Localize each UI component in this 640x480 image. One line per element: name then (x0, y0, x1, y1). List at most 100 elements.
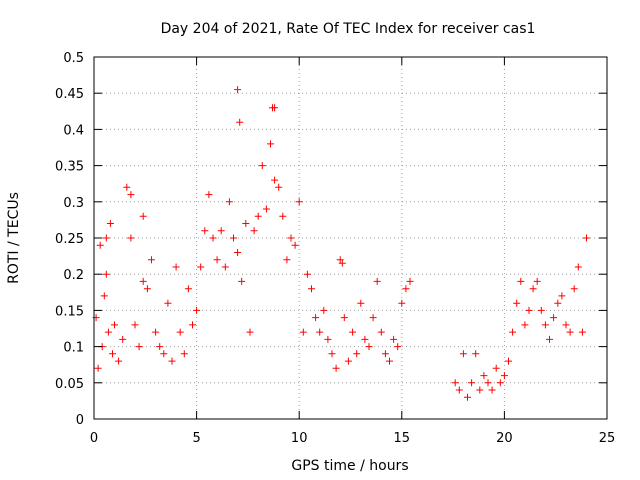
data-point (480, 372, 488, 380)
data-point (320, 306, 328, 314)
data-point (381, 350, 389, 358)
y-axis-title: ROTI / TECUs (6, 192, 22, 284)
y-tick-label: 0.35 (55, 160, 84, 175)
data-point (496, 379, 504, 387)
data-point (271, 104, 279, 112)
data-point (94, 364, 102, 372)
data-point (361, 335, 369, 343)
data-point (258, 162, 266, 170)
data-point (546, 335, 553, 343)
grid-lines (94, 57, 607, 419)
data-point (570, 285, 578, 293)
y-tick-label: 0.3 (63, 196, 84, 211)
y-tick-label: 0.45 (55, 87, 84, 102)
data-point (275, 183, 283, 191)
data-point (558, 292, 566, 300)
data-point (283, 256, 291, 264)
data-point (254, 212, 262, 220)
data-point (127, 191, 135, 199)
data-point (176, 328, 184, 336)
data-point (353, 350, 361, 358)
y-tick-label: 0.25 (55, 232, 84, 247)
data-point (488, 386, 496, 394)
data-point (377, 328, 385, 336)
data-point (373, 277, 381, 285)
data-point (451, 379, 459, 387)
data-point (398, 299, 406, 307)
data-point (492, 364, 500, 372)
data-point (500, 372, 508, 380)
data-point (143, 285, 151, 293)
data-point (349, 328, 357, 336)
data-point (109, 350, 116, 358)
data-point (238, 277, 246, 285)
data-point (357, 299, 365, 307)
data-point (242, 220, 250, 227)
x-tick-label: 15 (394, 431, 411, 446)
data-point (336, 256, 344, 264)
data-point (111, 321, 118, 329)
data-point (271, 176, 279, 184)
data-point (386, 357, 393, 365)
data-point (562, 321, 570, 329)
data-point (209, 234, 217, 242)
data-point (509, 328, 517, 336)
data-point (115, 357, 123, 365)
data-point (308, 285, 315, 293)
y-tick-label: 0.15 (55, 304, 84, 319)
data-point (106, 220, 114, 227)
data-point (279, 212, 287, 220)
data-point (554, 299, 562, 307)
data-point (476, 386, 484, 394)
data-points (92, 86, 590, 401)
data-point (168, 357, 176, 365)
y-tick-label: 0 (76, 413, 84, 428)
data-point (537, 306, 545, 314)
data-point (262, 205, 270, 213)
data-point (205, 191, 213, 199)
data-point (303, 270, 311, 278)
data-point (234, 86, 242, 94)
data-point (338, 259, 346, 267)
data-point (525, 306, 533, 314)
data-point (521, 321, 529, 329)
data-point (217, 227, 225, 235)
chart-title: Day 204 of 2021, Rate Of TEC Index for r… (161, 21, 536, 37)
data-point (402, 285, 410, 293)
data-point (230, 234, 237, 242)
data-point (340, 314, 348, 322)
x-tick-label: 0 (90, 431, 98, 446)
data-point (291, 241, 299, 249)
y-tick-labels: 0 0.05 0.1 0.15 0.2 0.25 0.3 0.35 0.4 0.45 0.5 (55, 51, 84, 428)
data-point (316, 328, 324, 336)
data-point (246, 328, 254, 336)
data-point (139, 277, 147, 285)
data-point (102, 270, 110, 278)
data-point (221, 263, 229, 271)
data-point (123, 183, 131, 191)
data-point (234, 249, 242, 256)
data-point (201, 227, 209, 235)
y-tick-label: 0.4 (63, 123, 84, 138)
data-point (193, 306, 201, 314)
data-point (100, 292, 108, 300)
data-point (332, 364, 340, 372)
data-point (394, 343, 402, 351)
data-point (225, 198, 233, 206)
data-point (172, 263, 180, 271)
data-point (119, 335, 127, 343)
data-point (533, 277, 541, 285)
data-point (189, 321, 196, 329)
data-point (299, 328, 307, 336)
data-point (131, 321, 139, 329)
data-point (139, 212, 147, 220)
x-tick-labels: 0 5 10 15 20 25 (90, 431, 615, 446)
data-point (160, 350, 168, 358)
data-point (529, 285, 537, 293)
x-tick-label: 20 (496, 431, 513, 446)
data-point (390, 335, 398, 343)
data-point (344, 357, 352, 365)
data-point (152, 328, 160, 336)
